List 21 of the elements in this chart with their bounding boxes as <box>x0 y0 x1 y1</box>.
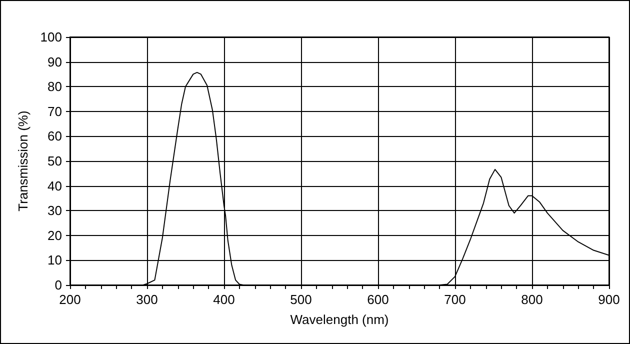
y-tick-label: 20 <box>48 228 62 243</box>
y-tick-label: 40 <box>48 178 62 194</box>
x-tick-label: 700 <box>444 292 466 307</box>
y-tick-label: 90 <box>48 54 62 70</box>
x-tick-label: 300 <box>136 292 158 307</box>
y-tick-label: 60 <box>48 128 62 144</box>
x-tick-label: 500 <box>290 292 312 307</box>
y-tick-label: 10 <box>48 252 62 268</box>
x-tick-label: 200 <box>59 292 81 307</box>
y-axis-title: Transmission (%) <box>15 110 30 212</box>
y-tick-label: 70 <box>48 104 62 119</box>
x-tick-label: 400 <box>213 292 235 307</box>
y-tick-label: 80 <box>48 79 62 94</box>
x-tick-label: 900 <box>598 292 620 307</box>
y-tick-label: 0 <box>54 278 62 292</box>
y-tick-label: 50 <box>48 154 62 168</box>
y-tick-label: 30 <box>48 203 62 218</box>
x-tick-label: 800 <box>521 292 543 307</box>
x-axis-title: Wavelength (nm) <box>290 312 389 327</box>
x-tick-label: 600 <box>367 292 389 307</box>
y-tick-label: 100 <box>40 30 62 44</box>
